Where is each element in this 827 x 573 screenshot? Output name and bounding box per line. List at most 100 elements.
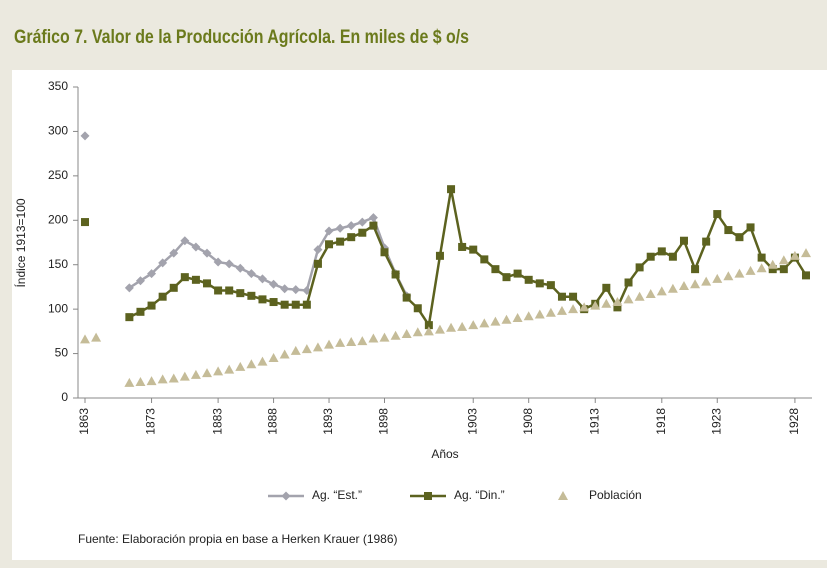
data-point [136, 307, 145, 316]
data-point [213, 257, 223, 267]
data-point [412, 327, 423, 337]
x-axis-title: Años [431, 447, 458, 461]
y-tick-label: 50 [55, 346, 69, 360]
data-point [512, 313, 523, 323]
data-point [501, 314, 512, 324]
data-point [624, 278, 633, 287]
legend-marker [281, 491, 291, 501]
data-point [313, 245, 323, 255]
data-point [789, 250, 800, 260]
data-point [302, 300, 311, 309]
data-point [557, 292, 566, 301]
data-point [724, 226, 733, 235]
data-point [280, 284, 290, 294]
data-point [224, 259, 234, 269]
data-point [191, 275, 200, 284]
data-point [746, 223, 755, 232]
data-point [257, 356, 268, 366]
data-point [602, 283, 611, 292]
x-tick-label: 1903 [465, 408, 479, 435]
data-point [157, 374, 168, 384]
chart-title: Gráfico 7. Valor de la Producción Agríco… [14, 27, 469, 48]
data-point [203, 279, 212, 288]
y-axis-title: Índice 1913=100 [13, 198, 28, 287]
data-point [390, 330, 401, 340]
data-point [280, 300, 289, 309]
data-point [335, 337, 346, 347]
x-tick-label: 1898 [377, 408, 391, 435]
data-point [434, 324, 445, 334]
data-point [556, 305, 567, 315]
data-point [757, 253, 766, 262]
data-point [702, 237, 711, 246]
data-point [590, 300, 601, 310]
data-point [269, 298, 278, 307]
data-point [524, 275, 533, 284]
data-point [147, 301, 156, 310]
data-point [678, 281, 689, 291]
data-point [579, 302, 590, 312]
data-point [513, 269, 522, 278]
data-point [190, 369, 201, 379]
data-point [745, 265, 756, 275]
data-point [191, 242, 201, 252]
data-point [213, 366, 224, 376]
data-point [490, 316, 501, 326]
data-point [767, 259, 778, 269]
data-point [357, 217, 367, 227]
legend-marker [424, 492, 432, 500]
data-point [667, 283, 678, 293]
data-point [246, 359, 257, 369]
data-point [80, 334, 90, 344]
data-point [735, 233, 744, 242]
data-point [401, 329, 412, 339]
data-point [81, 218, 89, 227]
data-point [346, 337, 357, 347]
data-point [179, 371, 190, 381]
data-point [656, 286, 667, 296]
y-tick-label: 200 [48, 212, 68, 226]
x-tick-label: 1928 [787, 408, 801, 435]
data-point [347, 233, 356, 242]
data-point [713, 210, 722, 219]
data-point [246, 269, 256, 279]
data-point [325, 240, 334, 249]
data-point [180, 236, 190, 246]
data-point [313, 259, 322, 268]
data-point [523, 311, 534, 321]
data-point [335, 223, 345, 233]
data-point [601, 298, 612, 308]
data-point [225, 286, 234, 295]
data-point [657, 247, 666, 256]
data-point [469, 245, 478, 254]
data-point [568, 304, 579, 314]
data-point [168, 373, 179, 383]
data-point [357, 336, 368, 346]
data-point [391, 270, 400, 279]
y-tick-label: 250 [48, 168, 68, 182]
data-point [379, 332, 390, 342]
x-tick-label: 1863 [77, 408, 91, 435]
data-point [468, 320, 479, 330]
data-point [534, 309, 545, 319]
data-point [214, 286, 223, 295]
data-point [346, 221, 356, 231]
data-point [645, 289, 656, 299]
data-point [124, 377, 135, 387]
data-point [258, 295, 267, 304]
data-point [435, 251, 444, 260]
y-tick-label: 350 [48, 79, 68, 93]
data-point [668, 252, 677, 261]
y-tick-label: 300 [48, 124, 68, 138]
legend-label: Ag. “Est.” [312, 488, 362, 502]
data-point [236, 289, 245, 298]
data-point [279, 349, 290, 359]
data-point [91, 332, 102, 342]
data-point [768, 265, 777, 274]
x-tick-label: 1893 [321, 408, 335, 435]
data-point [480, 255, 489, 264]
data-point [135, 377, 146, 387]
data-point [691, 265, 700, 274]
data-point [413, 304, 422, 313]
